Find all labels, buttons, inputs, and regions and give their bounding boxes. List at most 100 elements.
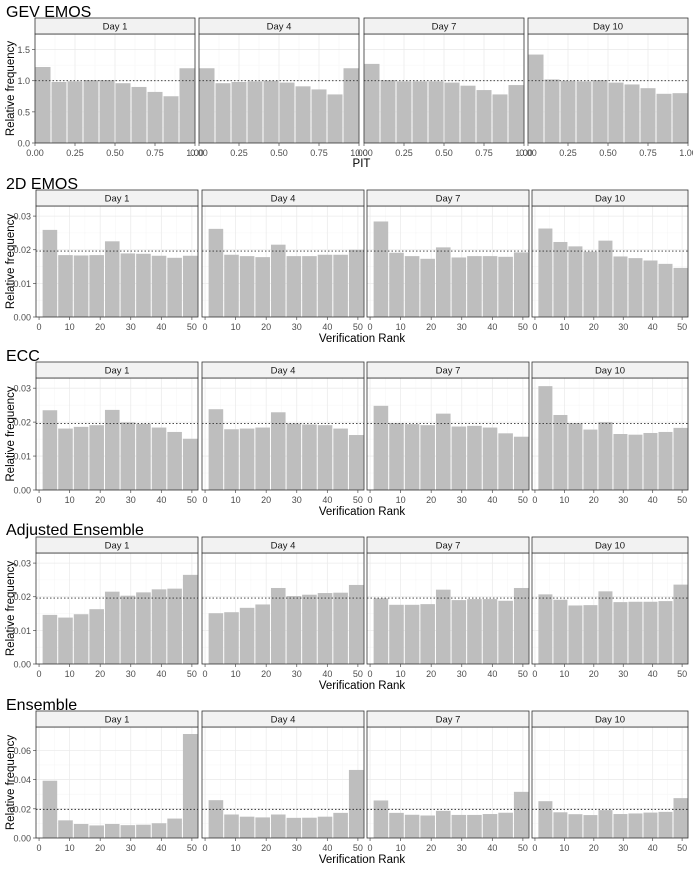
- histogram-bar: [673, 798, 688, 838]
- y-axis-label: Relative frequency: [5, 735, 17, 830]
- x-tick-label: 40: [487, 495, 497, 505]
- y-tick-label: 0.00: [13, 486, 31, 496]
- histogram-bar: [598, 810, 613, 838]
- histogram-bar: [528, 54, 544, 143]
- x-tick-label: 20: [589, 495, 599, 505]
- histogram-bar: [104, 591, 120, 664]
- facet-strip-label: Day 10: [595, 541, 625, 552]
- histogram-bar: [58, 255, 73, 317]
- facet-strip-label: Day 10: [595, 715, 625, 726]
- histogram-bar: [553, 812, 568, 838]
- x-tick-label: 0.50: [106, 148, 124, 158]
- histogram-bar: [333, 592, 348, 664]
- histogram-bar: [396, 81, 412, 143]
- x-tick-label: 0: [368, 669, 373, 679]
- x-tick-label: 40: [322, 843, 332, 853]
- x-tick-label: 0: [368, 495, 373, 505]
- y-tick-label: 0.02: [13, 245, 31, 255]
- histogram-bar: [451, 257, 467, 317]
- facet-strip: [531, 361, 689, 379]
- x-tick-label: 0.00: [190, 148, 208, 158]
- x-tick-label: 20: [589, 843, 599, 853]
- x-tick-label: 0: [37, 843, 42, 853]
- y-tick-label: 0.01: [13, 626, 31, 636]
- facet-strip: [527, 17, 689, 35]
- y-tick-label: 0.03: [13, 384, 31, 394]
- histogram-bar: [553, 414, 568, 490]
- x-tick-label: 20: [261, 669, 271, 679]
- histogram-bar: [224, 429, 239, 490]
- y-tick-label: 0.06: [13, 746, 31, 756]
- x-tick-label: 0.75: [310, 148, 328, 158]
- x-tick-label: 10: [65, 669, 75, 679]
- histogram-bar: [404, 604, 420, 664]
- histogram-bar: [373, 800, 389, 838]
- histogram-bar: [224, 612, 239, 664]
- section-title: ECC: [6, 348, 40, 365]
- x-tick-label: 50: [353, 843, 363, 853]
- histogram-bar: [99, 80, 115, 143]
- x-tick-label: 30: [292, 322, 302, 332]
- x-tick-label: 10: [396, 495, 406, 505]
- section-3: Adjusted Ensemble Relative frequency 0.00 0…: [5, 522, 689, 692]
- histogram-bar: [317, 593, 333, 664]
- x-tick-label: 0: [203, 495, 208, 505]
- histogram-bar: [167, 818, 182, 838]
- facet-strip-label: Day 10: [595, 194, 625, 205]
- histogram-bar: [120, 825, 136, 838]
- histogram-bar: [482, 256, 498, 317]
- x-axis-label: Verification Rank: [319, 333, 406, 345]
- histogram-bar: [435, 810, 451, 838]
- histogram-bar: [42, 614, 58, 664]
- histogram-bar: [373, 598, 389, 664]
- histogram-bar: [270, 244, 286, 317]
- x-tick-label: 0.75: [146, 148, 164, 158]
- histogram-bar: [104, 241, 120, 317]
- histogram-bar: [302, 594, 317, 664]
- histogram-bar: [151, 427, 167, 490]
- histogram-bar: [67, 81, 83, 143]
- histogram-bar: [151, 255, 167, 317]
- histogram-bar: [215, 83, 231, 143]
- y-tick-label: 1.5: [17, 45, 30, 55]
- y-tick-label: 0.01: [13, 452, 31, 462]
- histogram-bar: [317, 425, 333, 490]
- x-tick-label: 10: [231, 669, 241, 679]
- histogram-bar: [42, 410, 58, 490]
- y-tick-label: 0.02: [13, 804, 31, 814]
- facet-panel: Day 1 0.00 0.25 0.50 0.75 1.00: [26, 17, 204, 158]
- facet-strip: [35, 710, 199, 728]
- x-axis-label: Verification Rank: [319, 854, 406, 866]
- x-tick-label: 50: [677, 843, 687, 853]
- histogram-bar: [83, 80, 99, 143]
- histogram-bar: [568, 814, 583, 838]
- x-tick-label: 50: [518, 843, 528, 853]
- facet-panel: Day 1 0 10 20 30 40 50: [35, 536, 199, 679]
- histogram-bar: [435, 589, 451, 664]
- x-tick-label: 0: [203, 669, 208, 679]
- histogram-bar: [451, 814, 467, 838]
- x-tick-label: 0.25: [66, 148, 84, 158]
- histogram-bar: [673, 267, 688, 317]
- x-tick-label: 40: [156, 495, 166, 505]
- histogram-bar: [628, 434, 643, 490]
- histogram-bar: [513, 791, 529, 838]
- x-tick-label: 40: [487, 322, 497, 332]
- x-tick-label: 30: [618, 669, 628, 679]
- histogram-bar: [163, 96, 179, 143]
- facet-strip: [366, 710, 530, 728]
- histogram-bar: [467, 814, 482, 838]
- x-tick-label: 20: [261, 843, 271, 853]
- x-tick-label: 40: [648, 843, 658, 853]
- histogram-bar: [167, 257, 182, 317]
- x-tick-label: 20: [589, 322, 599, 332]
- facet-strip-label: Day 10: [595, 366, 625, 377]
- x-tick-label: 20: [426, 495, 436, 505]
- y-tick-label: 0.03: [13, 212, 31, 222]
- x-tick-label: 10: [396, 843, 406, 853]
- histogram-bar: [263, 80, 279, 143]
- histogram-bar: [255, 427, 270, 490]
- histogram-bar: [412, 81, 428, 143]
- histogram-bar: [583, 815, 598, 838]
